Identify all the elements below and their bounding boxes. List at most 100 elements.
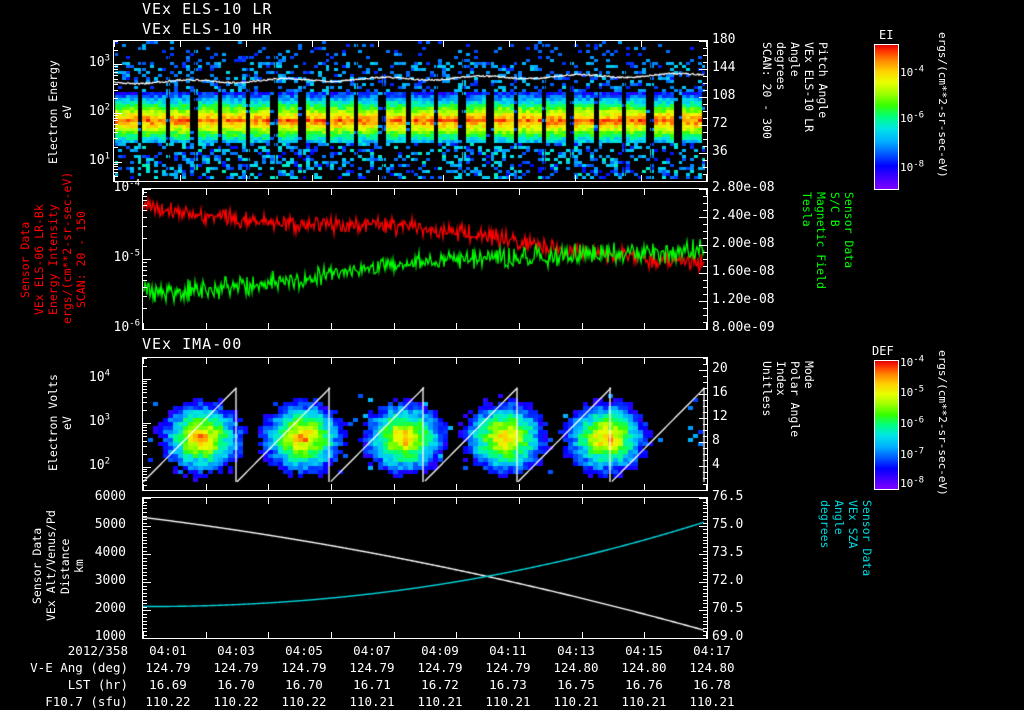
colorbar-tick-label: 10-8 — [900, 159, 925, 174]
axis-tick-mark — [703, 484, 707, 485]
axis-tick-mark — [143, 498, 147, 499]
axis-tick-mark — [641, 175, 642, 181]
axis-tick-label: 20 — [712, 361, 728, 376]
axis-tick-mark — [143, 381, 147, 382]
axis-tick-mark — [114, 113, 122, 114]
axis-tick-mark — [703, 62, 707, 63]
axis-tick-mark — [114, 90, 118, 91]
colorbar-tick-label: 10-4 — [900, 353, 925, 369]
axis-tick-mark — [703, 551, 707, 552]
axis-tick-mark — [143, 502, 147, 503]
axis-tick-mark — [703, 388, 707, 389]
axis-tick-label: 103 — [88, 412, 110, 429]
axis-tick-mark — [703, 90, 707, 91]
axis-tick-mark — [703, 540, 707, 541]
panel3-plot-area[interactable] — [142, 357, 708, 491]
panel1-left-ticks: 103 102 101 — [58, 40, 110, 180]
axis-tick-mark — [703, 41, 707, 42]
table-cell: 16.70 — [217, 677, 255, 692]
axis-tick-mark — [703, 568, 707, 569]
axis-tick-mark — [703, 370, 707, 371]
axis-tick-mark — [206, 358, 207, 364]
table-cell: 04:15 — [625, 643, 663, 658]
axis-tick-mark — [143, 523, 147, 524]
table-cell: 110.21 — [349, 694, 395, 709]
axis-tick-label: 2.40e-08 — [712, 208, 775, 223]
axis-tick-mark — [703, 490, 707, 491]
axis-tick-mark — [114, 138, 118, 139]
bottom-parameter-table: 2012/358 04:01 04:03 04:05 04:07 04:09 04:11 04… — [8, 642, 746, 710]
axis-tick-mark — [331, 498, 332, 504]
axis-tick-mark — [143, 610, 151, 611]
table-cell: 04:09 — [421, 643, 459, 658]
panel2-plot-area[interactable] — [142, 188, 708, 330]
axis-tick-mark — [246, 41, 247, 47]
axis-tick-mark — [143, 572, 147, 573]
axis-tick-mark — [143, 275, 147, 276]
panel1-plot-area[interactable] — [113, 40, 708, 182]
axis-tick-mark — [143, 454, 147, 455]
axis-tick-label: 36 — [712, 144, 728, 159]
axis-tick-mark — [699, 329, 707, 330]
axis-tick-mark — [143, 287, 147, 288]
axis-tick-mark — [143, 526, 151, 527]
axis-tick-mark — [114, 41, 118, 42]
axis-tick-mark — [703, 624, 707, 625]
axis-tick-mark — [706, 323, 707, 329]
colorbar-tick-label: 10-5 — [900, 384, 925, 400]
axis-tick-mark — [703, 448, 707, 449]
axis-tick-label: 8.00e-09 — [712, 320, 775, 335]
axis-tick-mark — [143, 529, 147, 530]
axis-tick-mark — [312, 41, 313, 47]
axis-tick-mark — [644, 323, 645, 329]
axis-tick-mark — [703, 189, 707, 190]
axis-tick-mark — [143, 533, 147, 534]
axis-tick-mark — [703, 245, 707, 246]
axis-tick-mark — [644, 484, 645, 490]
axis-tick-mark — [143, 490, 147, 491]
panel4-left-ticks: 6000 5000 4000 3000 2000 1000 — [70, 489, 126, 644]
axis-tick-mark — [519, 484, 520, 490]
table-row-label: V-E Ang (deg) — [30, 660, 128, 675]
table-cell: 110.22 — [145, 694, 191, 709]
axis-tick-mark — [703, 512, 707, 513]
axis-tick-mark — [143, 358, 144, 364]
axis-tick-mark — [703, 543, 707, 544]
axis-tick-mark — [703, 561, 707, 562]
axis-tick-mark — [143, 614, 147, 615]
axis-tick-mark — [703, 586, 707, 587]
axis-tick-mark — [143, 600, 147, 601]
axis-tick-mark — [143, 467, 151, 468]
axis-tick-mark — [703, 596, 707, 597]
table-cell: 04:17 — [693, 643, 731, 658]
axis-tick-mark — [706, 175, 707, 181]
axis-tick-mark — [703, 565, 707, 566]
axis-tick-mark — [114, 132, 118, 133]
axis-tick-mark — [143, 498, 151, 499]
axis-tick-mark — [703, 593, 707, 594]
axis-tick-mark — [703, 301, 707, 302]
axis-tick-mark — [703, 394, 707, 395]
colorbar-ei-title: EI — [879, 28, 894, 42]
axis-tick-mark — [143, 596, 147, 597]
axis-tick-mark — [143, 624, 147, 625]
axis-tick-mark — [703, 76, 707, 77]
axis-tick-mark — [703, 364, 707, 365]
axis-tick-mark — [378, 175, 379, 181]
axis-tick-label: 102 — [88, 456, 110, 473]
axis-tick-mark — [331, 484, 332, 490]
axis-tick-mark — [312, 175, 313, 181]
axis-tick-mark — [706, 189, 707, 195]
panel4-plot-area[interactable] — [142, 497, 708, 639]
axis-tick-mark — [143, 551, 147, 552]
axis-tick-mark — [703, 519, 707, 520]
table-cell: 110.22 — [281, 694, 327, 709]
panel2-left-ticks: 10-4 10-5 10-6 — [88, 179, 141, 335]
axis-tick-mark — [575, 41, 576, 47]
axis-tick-mark — [509, 175, 510, 181]
axis-tick-mark — [703, 436, 707, 437]
axis-tick-mark — [582, 498, 583, 504]
table-cell: 124.80 — [553, 660, 599, 675]
axis-tick-mark — [114, 79, 118, 80]
colorbar-tick-label: 10-8 — [900, 475, 925, 491]
